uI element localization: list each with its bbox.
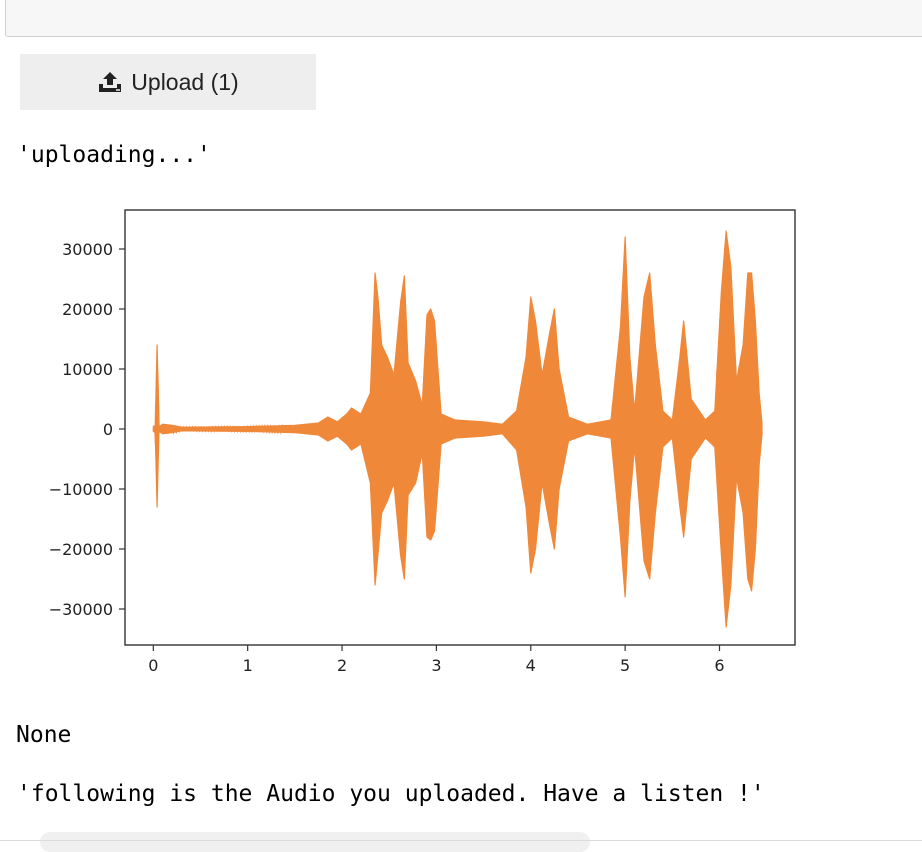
waveform-chart: 0 1 2 3 4 5 6 30000 20000 10000 0 −10000 −20000 −3000… — [49, 209, 796, 675]
y-tick-label: 0 — [103, 420, 113, 439]
y-tick-label: 10000 — [62, 360, 113, 379]
y-tick-label: −10000 — [49, 480, 113, 499]
x-tick-label: 0 — [148, 656, 158, 675]
y-tick-label: −20000 — [49, 540, 113, 559]
axes-frame — [124, 209, 796, 646]
x-tick-label: 1 — [243, 656, 253, 675]
waveform-detail-0 — [152, 260, 763, 600]
upload-icon — [97, 71, 123, 93]
upload-button-label: Upload (1) — [131, 68, 239, 95]
y-tick-label: 20000 — [62, 300, 113, 319]
y-tick-label: −30000 — [49, 600, 113, 619]
x-tick-label: 2 — [337, 656, 347, 675]
cell-divider — [0, 840, 922, 841]
uploading-output-text: 'uploading...' — [17, 142, 211, 168]
x-tick-label: 3 — [431, 656, 441, 675]
y-tick-label: 30000 — [62, 240, 113, 259]
x-tick-label: 4 — [526, 656, 536, 675]
previous-cell-output-frame — [5, 0, 922, 37]
x-tick-label: 5 — [620, 656, 630, 675]
none-output-text: None — [16, 722, 72, 748]
x-tick-label: 6 — [714, 656, 724, 675]
audio-message-output-text: 'following is the Audio you uploaded. Ha… — [17, 781, 765, 807]
audio-player-top-edge — [40, 832, 590, 852]
upload-button[interactable]: Upload (1) — [20, 54, 316, 110]
waveform-series-0 — [152, 230, 763, 628]
